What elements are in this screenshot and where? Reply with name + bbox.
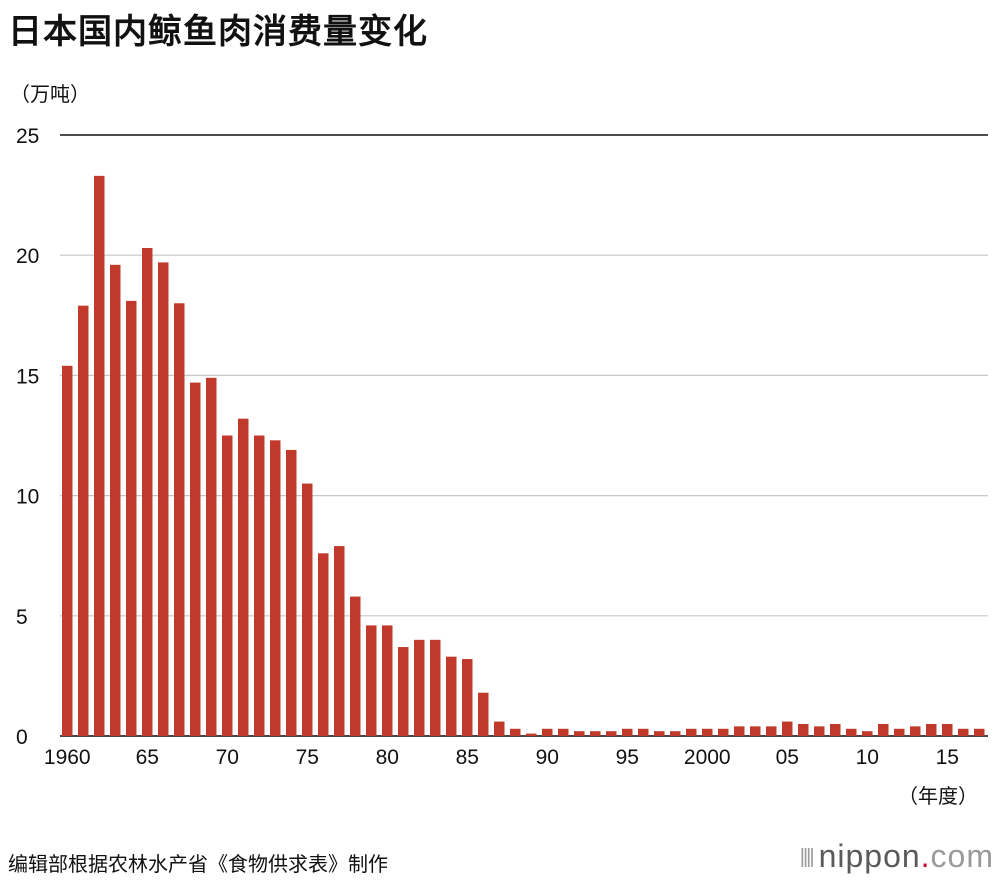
bar-2004 [766, 726, 777, 736]
x-tick-label: 75 [296, 746, 319, 769]
bar-1991 [558, 728, 569, 736]
bar-1961 [78, 305, 89, 736]
bar-1966 [158, 262, 169, 736]
bar-2015 [942, 723, 953, 736]
bar-2014 [926, 723, 937, 736]
y-tick-label: 25 [16, 125, 39, 148]
bar-1998 [670, 731, 681, 736]
bar-1982 [414, 639, 425, 736]
bar-series [62, 175, 985, 737]
bar-1997 [654, 731, 665, 736]
bar-1993 [590, 731, 601, 736]
bar-2006 [798, 723, 809, 736]
x-tick-label: 1960 [44, 746, 91, 769]
bar-2008 [830, 723, 841, 736]
bar-1981 [398, 647, 409, 736]
bar-1984 [446, 656, 457, 736]
x-tick-label: 2000 [684, 746, 731, 769]
x-tick-label: 90 [536, 746, 559, 769]
bar-1963 [110, 264, 121, 736]
bar-1986 [478, 692, 489, 736]
bar-1983 [430, 639, 441, 736]
bar-1964 [126, 300, 137, 736]
bar-2010 [862, 731, 873, 736]
x-tick-label: 10 [856, 746, 879, 769]
x-tick-label: 65 [136, 746, 159, 769]
bar-2012 [894, 728, 905, 736]
chart-title: 日本国内鲸鱼肉消费量变化 [8, 12, 428, 52]
bar-1977 [334, 546, 345, 736]
bar-1972 [254, 435, 265, 736]
nippon-logo[interactable]: |||| nippon.com [800, 838, 994, 875]
bar-1967 [174, 303, 185, 736]
bar-2001 [718, 728, 729, 736]
bar-1968 [190, 382, 201, 736]
bar-2011 [878, 723, 889, 736]
bar-1970 [222, 435, 233, 736]
bar-1995 [622, 728, 633, 736]
y-tick-label: 5 [16, 606, 28, 629]
bar-1975 [302, 483, 313, 736]
logo-bars-icon: |||| [799, 846, 815, 868]
bar-2013 [910, 726, 921, 736]
bar-2000 [702, 728, 713, 736]
bar-2007 [814, 726, 825, 736]
bar-1990 [542, 728, 553, 736]
bar-1987 [494, 721, 505, 736]
x-tick-label: 70 [216, 746, 239, 769]
bar-1996 [638, 728, 649, 736]
bar-1999 [686, 728, 697, 736]
y-axis-ticks: 0 5 10 15 20 25 [16, 125, 39, 749]
bar-1989 [526, 733, 537, 736]
bar-1960 [62, 365, 73, 736]
bar-2017 [974, 728, 985, 736]
bar-1978 [350, 596, 361, 736]
x-axis-ticks: 1960 65 70 75 80 85 90 95 2000 05 10 15 [44, 746, 959, 769]
bar-1973 [270, 440, 281, 736]
x-tick-label: 05 [776, 746, 799, 769]
bar-1979 [366, 625, 377, 736]
bar-2003 [750, 726, 761, 736]
x-axis-unit-label: （年度） [898, 784, 978, 808]
bar-2005 [782, 721, 793, 736]
x-tick-label: 85 [456, 746, 479, 769]
y-tick-label: 0 [16, 726, 28, 749]
bar-1985 [462, 659, 473, 736]
x-tick-label: 95 [616, 746, 639, 769]
bar-2009 [846, 728, 857, 736]
bar-1974 [286, 449, 297, 736]
bar-2002 [734, 726, 745, 736]
bar-1992 [574, 731, 585, 736]
y-tick-label: 15 [16, 365, 39, 388]
x-tick-label: 80 [376, 746, 399, 769]
bar-1965 [142, 247, 153, 736]
x-tick-label: 15 [936, 746, 959, 769]
bar-2016 [958, 728, 969, 736]
y-tick-label: 10 [16, 486, 39, 509]
logo-text: nippon [818, 838, 921, 874]
bar-1976 [318, 553, 329, 736]
y-axis-unit-label: （万吨） [10, 82, 90, 106]
y-tick-label: 20 [16, 245, 39, 268]
bar-1962 [94, 175, 105, 737]
bar-1988 [510, 728, 521, 736]
logo-com: com [930, 838, 994, 874]
logo-dot: . [920, 838, 931, 874]
source-note: 编辑部根据农林水产省《食物供求表》制作 [8, 852, 388, 876]
bar-1971 [238, 418, 249, 736]
bar-1994 [606, 731, 617, 736]
bar-1969 [206, 377, 217, 736]
bar-1980 [382, 625, 393, 736]
